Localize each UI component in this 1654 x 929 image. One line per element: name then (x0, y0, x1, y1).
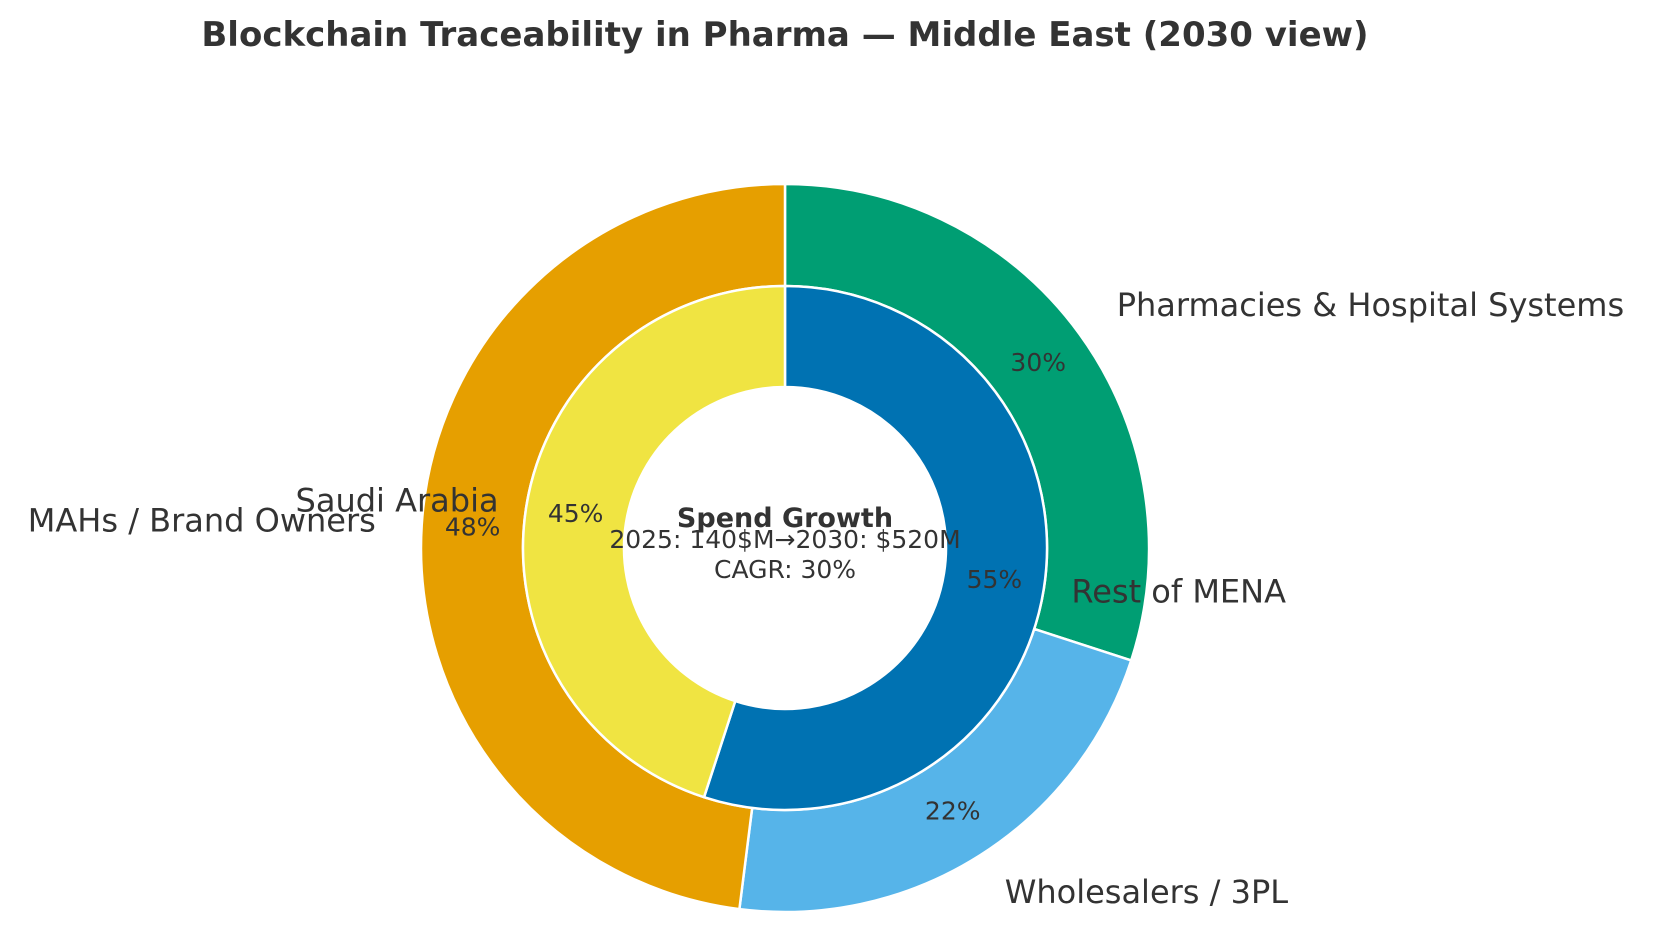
pct-label-pharmacies-hospital-systems: 30% (1010, 348, 1066, 377)
center-title: Spend Growth (677, 503, 893, 534)
center-line-2: CAGR: 30% (714, 555, 856, 584)
inner-ring (521, 284, 1049, 812)
slice-label-mahs-brand-owners: MAHs / Brand Owners (28, 501, 376, 539)
pct-label-rest-of-mena: 55% (967, 565, 1023, 594)
center-annotation: Spend Growth 2025: 140$M→2030: $520M CAG… (609, 503, 960, 584)
pct-label-wholesalers-3pl: 22% (925, 796, 981, 825)
pct-label-saudi-arabia: 45% (548, 499, 604, 528)
slice-label-wholesalers-3pl: Wholesalers / 3PL (1005, 873, 1289, 911)
slice-label-pharmacies-hospital-systems: Pharmacies & Hospital Systems (1117, 286, 1624, 324)
slice-rest-of-mena (702, 284, 1049, 812)
chart-title: Blockchain Traceability in Pharma — Midd… (201, 15, 1368, 55)
pct-label-mahs-brand-owners: 48% (445, 512, 501, 541)
slice-label-rest-of-mena: Rest of MENA (1071, 572, 1286, 610)
center-line-1: 2025: 140$M→2030: $520M (609, 525, 960, 554)
ring-labels: 30% Pharmacies & Hospital Systems 22% Whole… (28, 286, 1624, 911)
slice-saudi-arabia (521, 284, 787, 799)
slice-label-saudi-arabia: Saudi Arabia (296, 482, 499, 520)
